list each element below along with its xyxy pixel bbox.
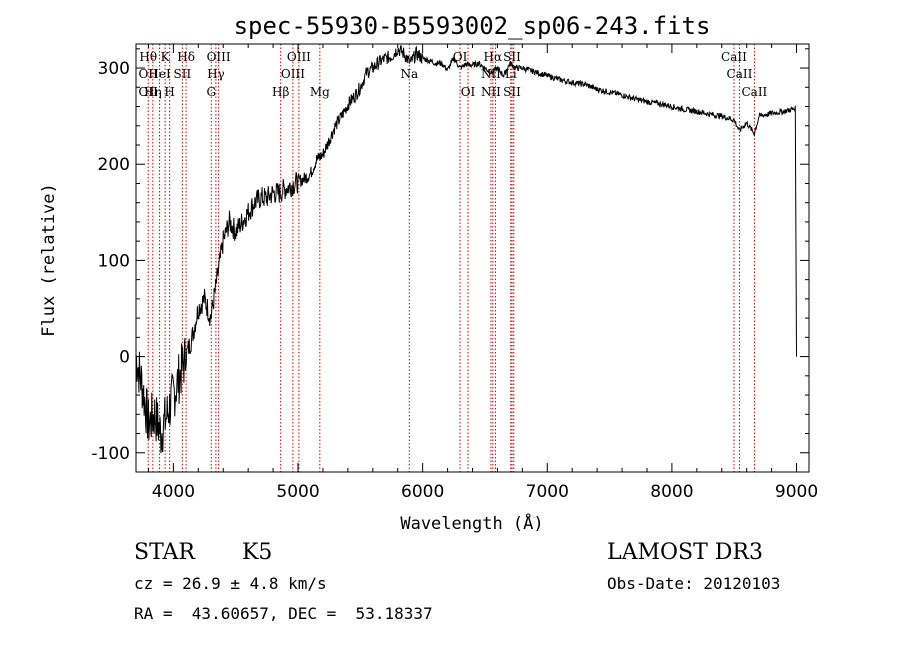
y-tick-label: -100 (91, 444, 130, 464)
chart-title: spec-55930-B5593002_sp06-243.fits (234, 12, 711, 40)
line-marker-label: Li (505, 67, 517, 81)
line-marker-label: OII (139, 85, 159, 99)
x-tick-label: 6000 (401, 482, 444, 502)
x-tick-label: 5000 (276, 482, 319, 502)
line-marker-label: CaII (741, 85, 767, 99)
object-class: STAR (134, 540, 195, 565)
x-axis-label: Wavelength (Å) (400, 512, 543, 534)
redshift-readout: cz = 26.9 ± 4.8 km/s (134, 574, 327, 593)
y-tick-label: 300 (98, 59, 130, 79)
spectral-line-markers (147, 44, 755, 472)
line-marker-label: NII (481, 67, 501, 81)
y-tick-label: 200 (98, 155, 130, 175)
line-marker-label: Hβ (272, 85, 289, 99)
plot-axes: 4000 5000 6000 7000 8000 9000 -100 0 100 200 300 (91, 43, 818, 502)
line-marker-label: OI (453, 50, 468, 64)
x-tick-label: 8000 (650, 482, 693, 502)
line-marker-label: OII (139, 67, 159, 81)
line-marker-label: HeI (148, 67, 171, 81)
survey-label: LAMOST DR3 (607, 540, 763, 565)
line-marker-label: Na (400, 67, 418, 81)
obs-date: Obs-Date: 20120103 (607, 574, 781, 593)
line-marker-label: G (206, 85, 216, 99)
y-tick-label: 100 (98, 251, 130, 271)
spectral-line-labels: HθOIIOIIHηHeIKHSIIHδGHγOIIIHβOIIIOIIIMgN… (139, 50, 768, 99)
line-marker-label: Mg (310, 85, 330, 99)
spectrum-series (135, 45, 797, 454)
line-marker-label: K (161, 50, 171, 64)
x-tick-label: 4000 (152, 482, 195, 502)
line-marker-label: SII (503, 50, 521, 64)
line-marker-label: CaII (727, 67, 753, 81)
x-tick-label: 7000 (526, 482, 569, 502)
line-marker-label: OIII (207, 50, 231, 64)
subclass: K5 (242, 540, 273, 565)
line-marker-label: OIII (281, 67, 305, 81)
line-marker-label: OI (461, 85, 476, 99)
y-axis-label: Flux (relative) (39, 183, 59, 337)
line-marker-label: Hθ (139, 50, 157, 64)
line-marker-label: H (164, 85, 174, 99)
line-marker-label: CaII (721, 50, 747, 64)
coordinates: RA = 43.60657, DEC = 53.18337 (134, 604, 433, 623)
spectrum-line (135, 45, 797, 454)
line-marker-label: SII (174, 67, 192, 81)
line-marker-label: OIII (287, 50, 311, 64)
line-marker-label: Hδ (177, 50, 195, 64)
line-marker-label: Hγ (207, 67, 225, 81)
line-marker-label: Hη (144, 85, 162, 99)
line-marker-label: SII (503, 85, 521, 99)
plot-frame (135, 43, 810, 473)
line-marker-label: NII (481, 85, 501, 99)
x-tick-label: 9000 (775, 482, 818, 502)
y-tick-label: 0 (119, 348, 130, 368)
line-marker-label: Hα (484, 50, 503, 64)
